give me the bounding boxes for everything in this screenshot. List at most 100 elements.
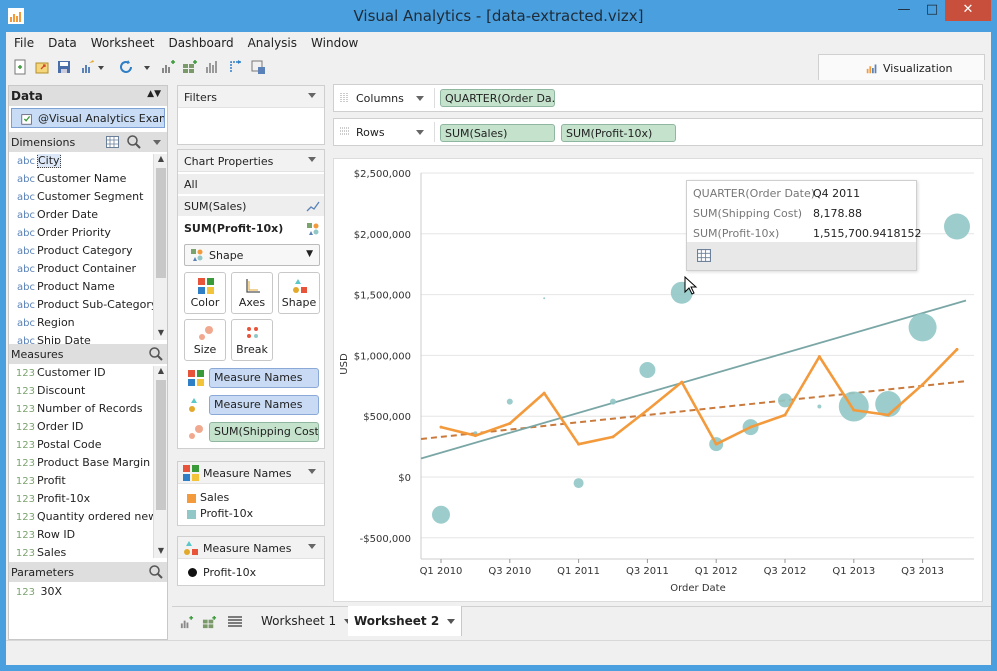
new-worksheet-icon[interactable]: [179, 615, 194, 630]
profit-data-point[interactable]: [817, 404, 822, 409]
sales-data-point[interactable]: [439, 425, 443, 429]
menu-worksheet[interactable]: Worksheet: [90, 36, 155, 50]
rows-pill-sales[interactable]: SUM(Sales): [440, 124, 555, 142]
measure-item[interactable]: 123 Discount: [9, 384, 153, 402]
measure-item[interactable]: 123 Customer ID: [9, 366, 153, 384]
color-encoding-pill[interactable]: Measure Names: [209, 368, 319, 388]
sheet-list-icon[interactable]: [228, 616, 242, 628]
scroll-down-icon[interactable]: ▼: [157, 328, 165, 337]
mark-type-select[interactable]: Shape ▼: [184, 244, 320, 266]
dimension-item[interactable]: abc Order Date: [9, 208, 153, 226]
chart-properties-dropdown-icon[interactable]: [308, 157, 316, 162]
new-worksheet-icon[interactable]: [160, 59, 176, 75]
dimension-item[interactable]: abc Customer Segment: [9, 190, 153, 208]
scroll-up-icon[interactable]: ▲: [157, 154, 165, 163]
measure-item[interactable]: 123 Postal Code: [9, 438, 153, 456]
sales-data-point[interactable]: [852, 408, 856, 412]
sales-data-point[interactable]: [714, 442, 718, 446]
sales-data-point[interactable]: [473, 434, 477, 438]
clear-sheet-icon[interactable]: [250, 59, 266, 75]
measure-item[interactable]: 123 Number of Records: [9, 402, 153, 420]
menu-file[interactable]: File: [14, 36, 35, 50]
dimensions-scrollbar[interactable]: ▲ ▼: [153, 154, 167, 340]
dimension-item[interactable]: abc Order Priority: [9, 226, 153, 244]
maximize-button[interactable]: □: [925, 2, 939, 17]
sales-data-point[interactable]: [749, 425, 753, 429]
sales-data-point[interactable]: [783, 413, 787, 417]
shape-encoding-pill[interactable]: Measure Names: [209, 395, 319, 415]
open-file-icon[interactable]: [34, 59, 50, 75]
scroll-thumb[interactable]: [156, 380, 166, 510]
new-file-icon[interactable]: [12, 59, 28, 75]
dimension-item[interactable]: abc City: [9, 154, 153, 172]
properties-item-sales[interactable]: SUM(Sales): [178, 196, 324, 216]
new-dashboard-icon[interactable]: [202, 615, 217, 630]
new-dashboard-icon[interactable]: [182, 59, 198, 75]
sales-data-point[interactable]: [508, 421, 512, 425]
columns-dropdown-icon[interactable]: [416, 96, 424, 101]
dimension-item[interactable]: abc Customer Name: [9, 172, 153, 190]
sales-data-point[interactable]: [577, 442, 581, 446]
menu-dashboard[interactable]: Dashboard: [168, 36, 234, 50]
axes-button[interactable]: Axes: [231, 272, 273, 314]
rows-pill-profit[interactable]: SUM(Profit-10x): [561, 124, 676, 142]
measure-item[interactable]: 123 Profit-10x: [9, 492, 153, 510]
dimension-item[interactable]: abc Ship Date: [9, 334, 153, 352]
sales-data-point[interactable]: [955, 347, 959, 351]
properties-item-all[interactable]: All: [178, 174, 324, 194]
sales-data-point[interactable]: [611, 435, 615, 439]
sales-data-point[interactable]: [542, 391, 546, 395]
size-encoding-pill[interactable]: SUM(Shipping Cost): [209, 422, 319, 442]
tab-worksheet-2[interactable]: Worksheet 2: [348, 606, 463, 636]
scroll-thumb[interactable]: [156, 168, 166, 278]
measure-item[interactable]: 123 Product Base Margin: [9, 456, 153, 474]
sales-series-line[interactable]: [440, 348, 958, 446]
search-icon[interactable]: [149, 347, 163, 361]
search-icon[interactable]: [149, 565, 163, 579]
measure-item[interactable]: 123 Profit: [9, 474, 153, 492]
legend-item[interactable]: Profit-10x: [200, 507, 254, 520]
dimension-item[interactable]: abc Product Sub-Category: [9, 298, 153, 316]
filters-dropdown-icon[interactable]: [308, 93, 316, 98]
refresh-dropdown-icon[interactable]: [144, 66, 150, 70]
dimensions-dropdown-icon[interactable]: [153, 140, 161, 145]
swap-axes-icon[interactable]: [228, 59, 244, 75]
columns-pill[interactable]: QUARTER(Order Da...: [440, 89, 555, 107]
profit-data-point[interactable]: [778, 393, 792, 408]
visualization-tab[interactable]: Visualization: [818, 54, 985, 80]
parameter-item[interactable]: 123 30X: [9, 585, 153, 603]
sales-data-point[interactable]: [921, 383, 925, 387]
sales-data-point[interactable]: [886, 413, 890, 417]
measure-item[interactable]: 123 Quantity ordered new: [9, 510, 153, 528]
chart-wizard-dropdown-icon[interactable]: [98, 66, 104, 70]
color-legend-dropdown-icon[interactable]: [308, 469, 316, 474]
measure-item[interactable]: 123 Order ID: [9, 420, 153, 438]
chart-wizard-icon[interactable]: [80, 59, 96, 75]
profit-data-point[interactable]: [639, 361, 656, 378]
rows-dropdown-icon[interactable]: [416, 130, 424, 135]
dimension-item[interactable]: abc Region: [9, 316, 153, 334]
profit-data-point[interactable]: [944, 213, 970, 240]
profit-data-point[interactable]: [506, 398, 513, 405]
profit-data-point[interactable]: [543, 297, 546, 300]
break-button[interactable]: Break: [231, 319, 273, 361]
dimension-item[interactable]: abc Product Name: [9, 280, 153, 298]
tab-dropdown-icon[interactable]: [447, 619, 456, 624]
dimension-item[interactable]: abc Product Container: [9, 262, 153, 280]
shape-legend-item[interactable]: Profit-10x: [203, 566, 257, 579]
data-sort-icon[interactable]: ▲▼: [147, 89, 161, 99]
sales-data-point[interactable]: [645, 408, 649, 412]
sales-data-point[interactable]: [817, 355, 821, 359]
scroll-down-icon[interactable]: ▼: [157, 546, 165, 555]
measure-item[interactable]: 123 Sales: [9, 546, 153, 564]
save-icon[interactable]: [56, 59, 72, 75]
table-view-icon[interactable]: [106, 136, 119, 148]
view-data-icon[interactable]: [697, 249, 711, 262]
legend-item[interactable]: Sales: [200, 491, 230, 504]
data-source-item[interactable]: @Visual Analytics Exam...: [11, 108, 165, 128]
chart-bars-icon[interactable]: [204, 59, 220, 75]
profit-data-point[interactable]: [432, 505, 450, 524]
close-button[interactable]: ✕: [945, 0, 991, 21]
refresh-icon[interactable]: [118, 59, 134, 75]
size-button[interactable]: Size: [184, 319, 226, 361]
